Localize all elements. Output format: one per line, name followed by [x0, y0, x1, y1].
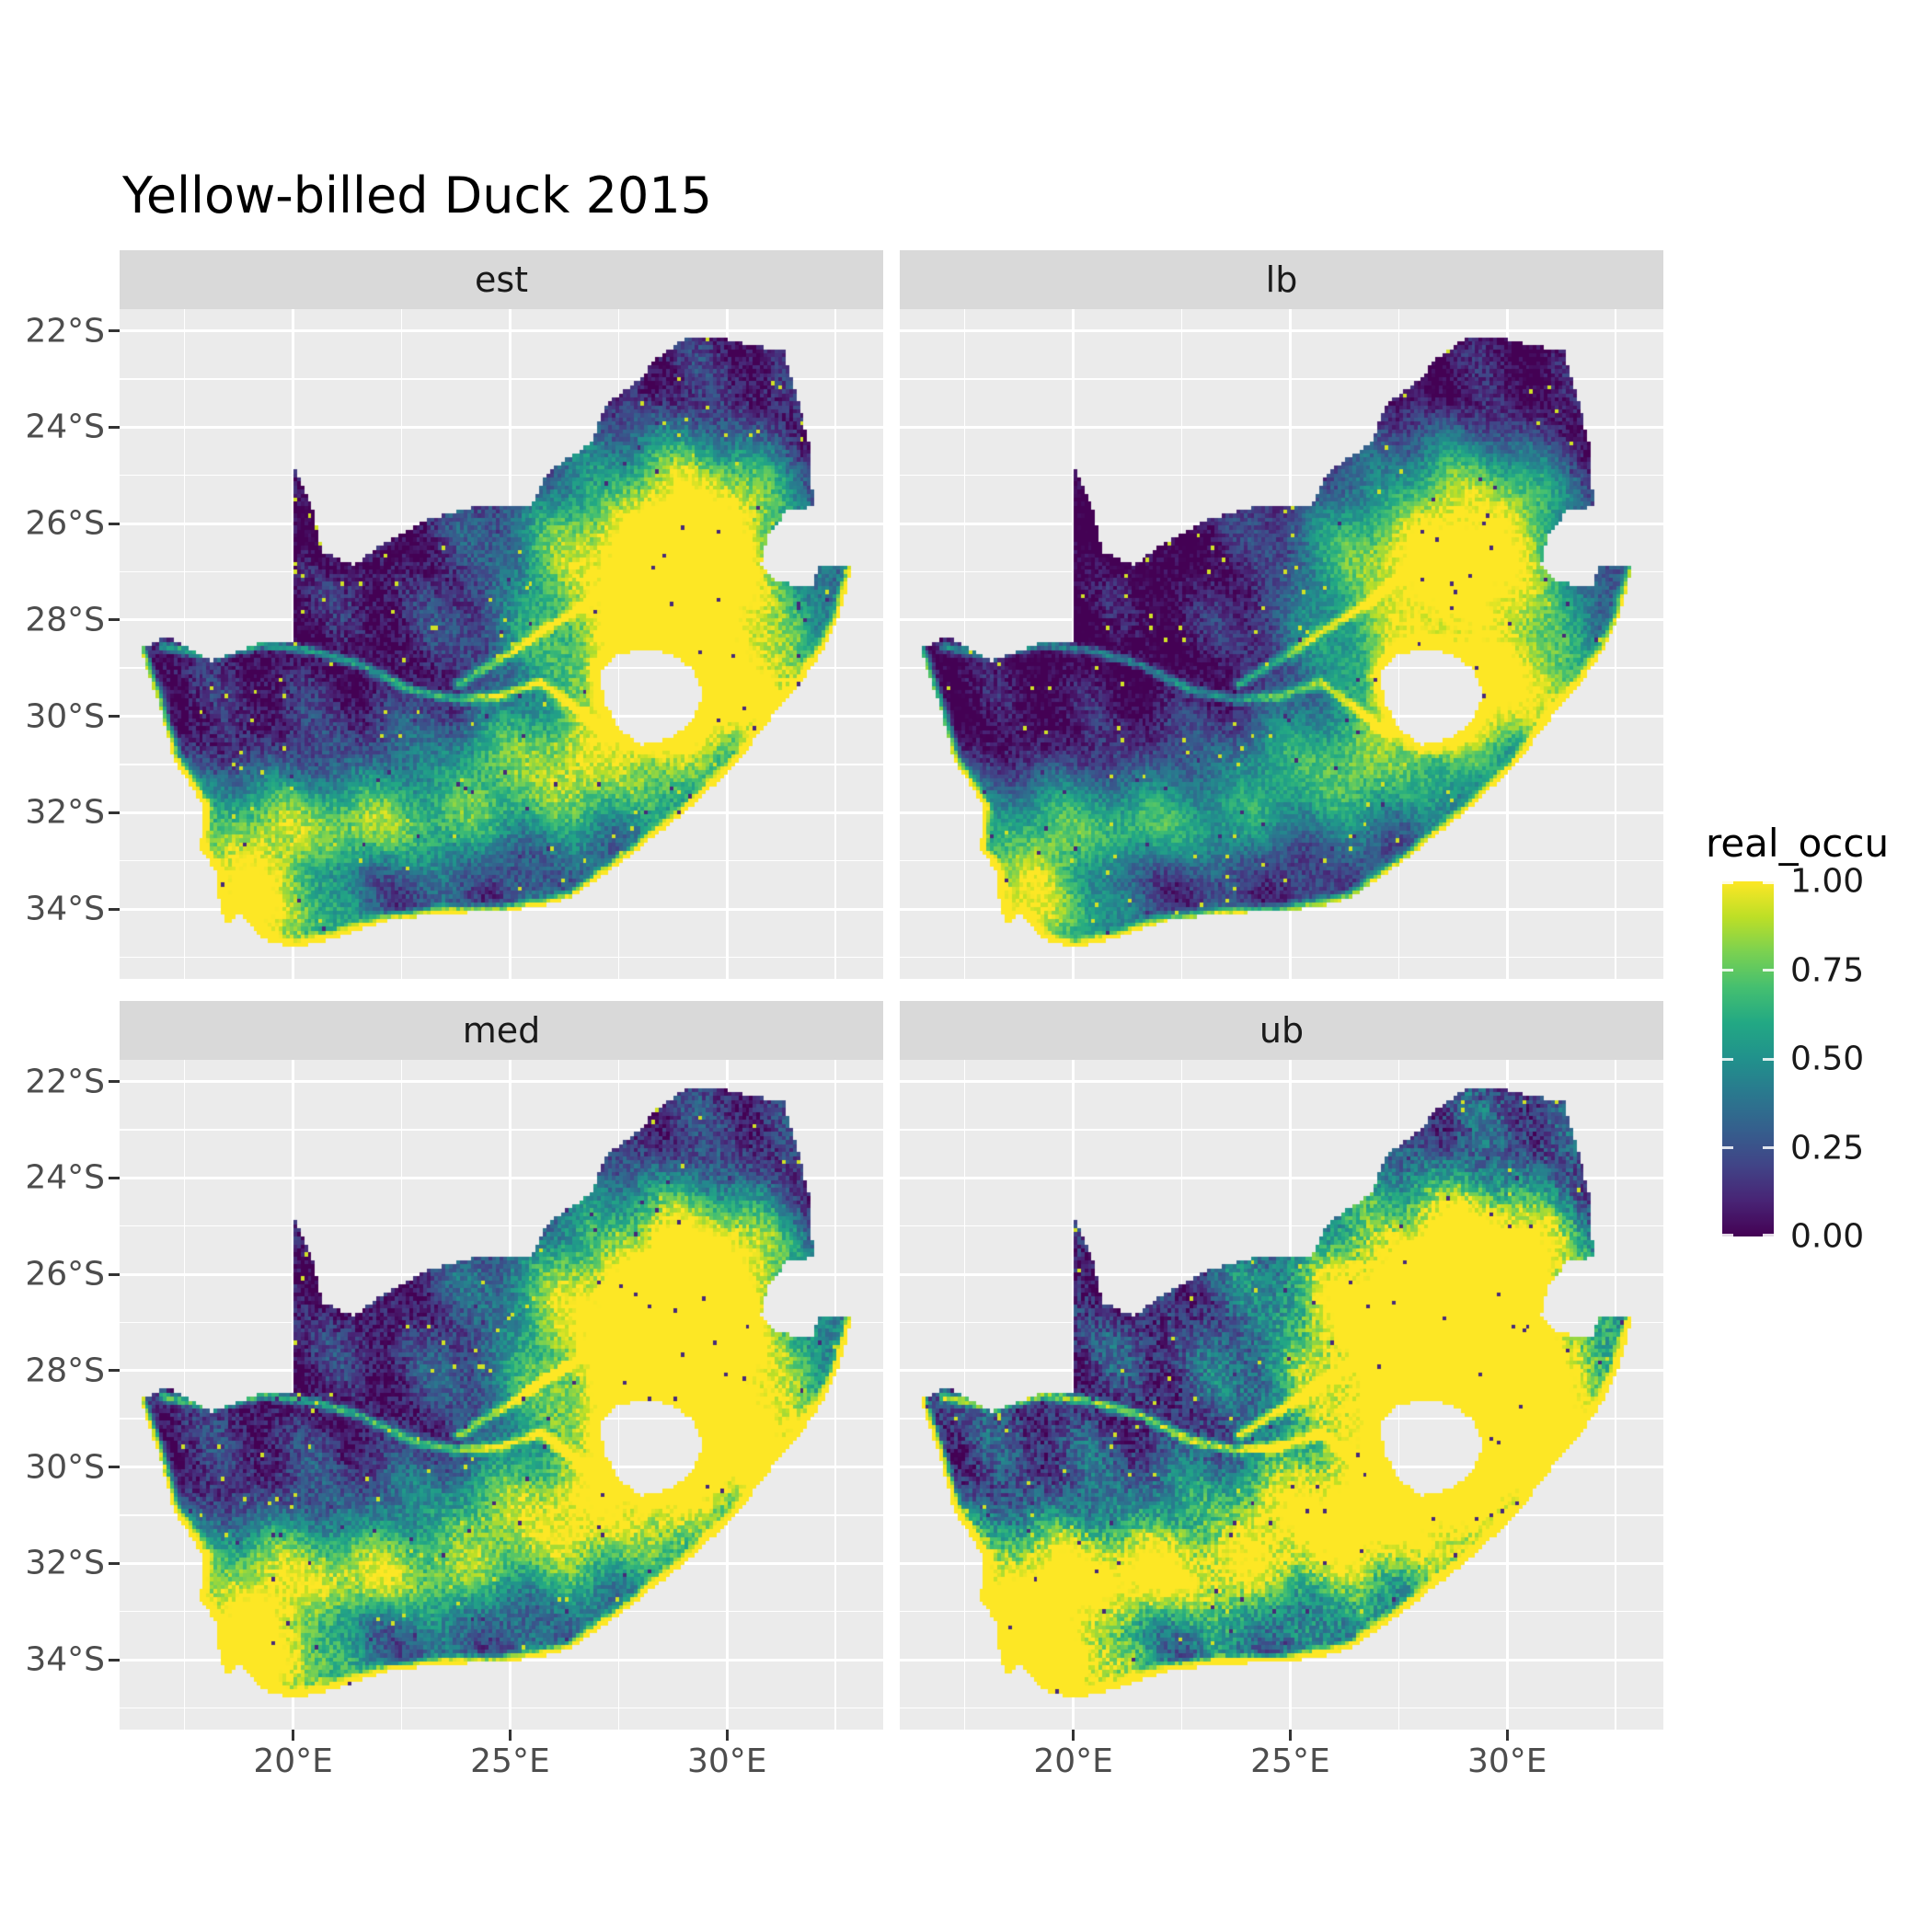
legend-tick-label: 0.25	[1790, 1129, 1865, 1167]
y-axis-tick	[109, 522, 120, 525]
x-axis-tick	[1288, 1730, 1292, 1741]
y-axis-label: 32°S	[25, 793, 105, 832]
y-axis-tick	[109, 425, 120, 429]
legend-tick-label: 0.50	[1790, 1040, 1865, 1078]
y-axis-label: 22°S	[25, 312, 105, 351]
facet-strip-est: est	[120, 250, 883, 309]
y-axis-tick	[109, 1272, 120, 1276]
legend-tick	[1763, 1234, 1774, 1236]
x-axis-tick	[1505, 1730, 1509, 1741]
legend-tick	[1722, 881, 1733, 884]
strip-label-ub: ub	[1259, 1010, 1305, 1051]
y-axis-label: 28°S	[25, 601, 105, 639]
legend-tick-label: 0.00	[1790, 1217, 1865, 1256]
facet-panel-med	[120, 1060, 883, 1730]
facet-strip-lb: lb	[900, 250, 1663, 309]
legend-title: real_occu	[1706, 821, 1890, 866]
y-axis-tick	[109, 715, 120, 719]
facet-strip-ub: ub	[900, 1001, 1663, 1060]
x-axis-label: 30°E	[686, 1742, 767, 1780]
occupancy-raster-med	[120, 1060, 883, 1730]
x-axis-label: 25°E	[470, 1742, 550, 1780]
y-axis-label: 30°S	[25, 697, 105, 736]
y-axis-label: 28°S	[25, 1351, 105, 1390]
legend-tick-label: 1.00	[1790, 862, 1865, 901]
strip-label-est: est	[474, 259, 529, 300]
legend-tick	[1763, 969, 1774, 972]
y-axis-label: 26°S	[25, 504, 105, 543]
y-axis-tick	[109, 1466, 120, 1469]
y-axis-label: 34°S	[25, 890, 105, 928]
occupancy-raster-lb	[900, 309, 1663, 979]
occupancy-raster-ub	[900, 1060, 1663, 1730]
y-axis-tick	[109, 618, 120, 622]
y-axis-label: 24°S	[25, 408, 105, 446]
legend-tick	[1722, 1234, 1733, 1236]
strip-label-lb: lb	[1265, 259, 1298, 300]
y-axis-tick	[109, 1658, 120, 1662]
legend-tick-label: 0.75	[1790, 951, 1865, 989]
legend-tick	[1763, 1146, 1774, 1149]
occupancy-raster-est	[120, 309, 883, 979]
x-axis-label: 20°E	[253, 1742, 333, 1780]
plot-title: Yellow-billed Duck 2015	[122, 167, 713, 224]
legend-tick	[1722, 1146, 1733, 1149]
y-axis-tick	[109, 1080, 120, 1084]
x-axis-label: 30°E	[1466, 1742, 1547, 1780]
legend-tick	[1722, 1057, 1733, 1061]
y-axis-tick	[109, 329, 120, 333]
facet-panel-est	[120, 309, 883, 979]
facet-panel-ub	[900, 1060, 1663, 1730]
legend-tick	[1763, 881, 1774, 884]
y-axis-tick	[109, 1561, 120, 1565]
x-axis-tick	[725, 1730, 729, 1741]
x-axis-label: 25°E	[1250, 1742, 1330, 1780]
x-axis-label: 20°E	[1033, 1742, 1113, 1780]
x-axis-tick	[508, 1730, 512, 1741]
x-axis-tick	[1072, 1730, 1075, 1741]
y-axis-label: 24°S	[25, 1158, 105, 1197]
legend-tick	[1763, 1057, 1774, 1061]
facet-panel-lb	[900, 309, 1663, 979]
y-axis-label: 22°S	[25, 1063, 105, 1101]
x-axis-tick	[292, 1730, 295, 1741]
y-axis-label: 32°S	[25, 1544, 105, 1582]
legend-gradient-bar	[1722, 881, 1774, 1236]
legend-tick	[1722, 969, 1733, 972]
y-axis-label: 26°S	[25, 1255, 105, 1294]
y-axis-tick	[109, 811, 120, 814]
facet-strip-med: med	[120, 1001, 883, 1060]
y-axis-label: 30°S	[25, 1448, 105, 1487]
y-axis-tick	[109, 1369, 120, 1373]
y-axis-tick	[109, 907, 120, 911]
strip-label-med: med	[462, 1010, 541, 1051]
y-axis-label: 34°S	[25, 1640, 105, 1679]
y-axis-tick	[109, 1176, 120, 1179]
